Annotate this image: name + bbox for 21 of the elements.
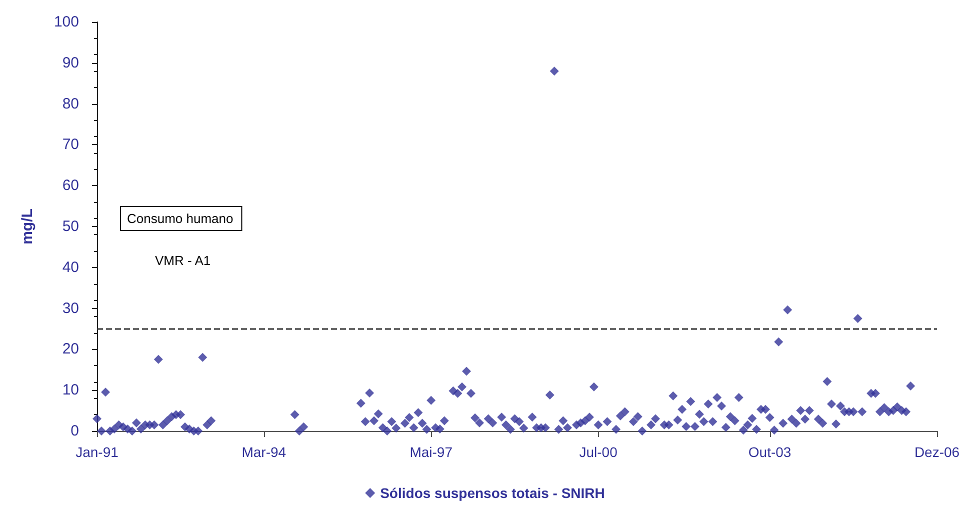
y-tick-label: 50 — [62, 218, 79, 235]
y-tick-label: 70 — [62, 136, 79, 154]
x-tick-label: Mar-94 — [242, 444, 286, 460]
y-tick-label: 0 — [70, 422, 79, 440]
x-tick-label: Dez-06 — [914, 444, 960, 460]
y-tick-label: 10 — [62, 382, 79, 399]
x-tick-label: Jul-00 — [579, 444, 618, 460]
x-tick-label: Mai-97 — [410, 444, 453, 460]
x-tick-label: Out-03 — [748, 444, 792, 460]
y-tick-label: 40 — [62, 258, 79, 276]
y-tick-label: 100 — [54, 14, 79, 30]
y-tick-label: 80 — [62, 95, 79, 112]
annotation: Consumo humano — [127, 211, 234, 226]
y-axis-title: mg/L — [19, 208, 36, 244]
y-tick-label: 90 — [62, 54, 79, 72]
y-tick-label: 20 — [62, 340, 79, 358]
legend-label: Sólidos suspensos totais - SNIRH — [380, 485, 605, 501]
annotation: VMR - A1 — [155, 253, 211, 268]
x-tick-label: Jan-91 — [76, 444, 119, 460]
y-tick-label: 60 — [62, 177, 79, 194]
y-tick-label: 30 — [62, 300, 79, 317]
